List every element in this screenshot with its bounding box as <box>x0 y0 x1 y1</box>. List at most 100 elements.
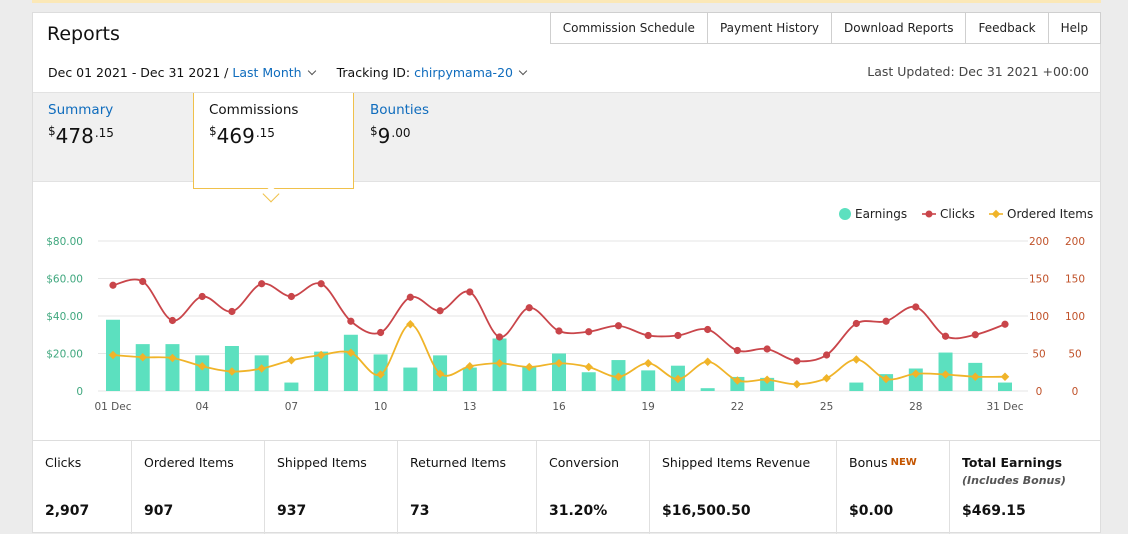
stats-row: Clicks 2,907 Ordered Items 907 Shipped I… <box>33 440 1100 534</box>
ordered-items-point <box>1000 372 1010 381</box>
clicks-point <box>912 303 920 311</box>
report-filters: Dec 01 2021 - Dec 31 2021 / Last Month T… <box>48 65 528 80</box>
clicks-point <box>882 317 890 325</box>
ordered-items-point <box>911 369 921 378</box>
reports-panel: Reports Commission Schedule Payment Hist… <box>32 12 1101 534</box>
clicks-point <box>852 319 860 328</box>
clicks-point <box>793 357 801 365</box>
clicks-point <box>971 331 979 339</box>
clicks-line <box>112 278 1006 363</box>
earnings-bar <box>998 382 1012 391</box>
summary-tab-bounties[interactable]: Bounties $9.00 <box>355 93 516 187</box>
earnings-bar <box>165 344 180 391</box>
clicks-point <box>168 316 177 325</box>
clicks-point <box>941 332 950 340</box>
summary-tab-commissions[interactable]: Commissions $469.15 <box>193 93 354 189</box>
y-right-tick-label: 100 <box>1029 311 1049 323</box>
tab-help[interactable]: Help <box>1047 12 1101 44</box>
ordered-items-point <box>703 357 712 366</box>
x-tick-label: 22 <box>731 401 744 413</box>
summary-amount: $478.15 <box>48 124 114 148</box>
legend-clicks-marker <box>925 210 933 218</box>
page-title: Reports <box>47 23 120 45</box>
tracking-id-dropdown[interactable]: chirpymama-20 <box>414 65 513 80</box>
x-tick-label: 01 Dec <box>94 401 131 413</box>
clicks-point <box>733 346 742 355</box>
ordered-items-point <box>941 370 950 379</box>
clicks-point <box>525 304 533 312</box>
ordered-items-point <box>227 367 237 376</box>
x-tick-label: 16 <box>552 401 566 413</box>
ordered-items-point <box>197 362 207 371</box>
clicks-point <box>495 333 504 341</box>
y-left-tick-label: $40.00 <box>46 311 83 323</box>
y-right-tick-label: 0 <box>1036 386 1043 398</box>
legend-ordered-label: Ordered Items <box>1007 207 1093 221</box>
stat-ordered-items: Ordered Items 907 <box>132 441 265 534</box>
clicks-point <box>228 307 236 316</box>
stat-shipped-revenue: Shipped Items Revenue $16,500.50 <box>650 441 837 534</box>
tab-download-reports[interactable]: Download Reports <box>830 12 967 44</box>
tab-feedback[interactable]: Feedback <box>965 12 1049 44</box>
clicks-point <box>614 322 623 330</box>
date-range: Dec 01 2021 - Dec 31 2021 <box>48 65 221 80</box>
ordered-items-point <box>614 372 623 381</box>
ordered-items-point <box>525 362 534 372</box>
ordered-items-point <box>971 372 980 381</box>
ordered-items-point <box>733 376 742 385</box>
clicks-point <box>1001 320 1009 328</box>
new-badge: NEW <box>890 457 917 468</box>
stat-returned-items: Returned Items 73 <box>398 441 537 534</box>
tracking-label: Tracking ID: <box>336 65 411 80</box>
ordered-items-point <box>643 359 653 368</box>
clicks-point <box>198 292 206 301</box>
earnings-bar <box>195 355 210 391</box>
legend-clicks-label: Clicks <box>940 207 975 221</box>
y-right-tick-label: 150 <box>1029 274 1049 286</box>
y-right-tick-label: 200 <box>1029 236 1049 248</box>
summary-tabs: Summary $478.15 Commissions $469.15 Boun… <box>33 92 1100 189</box>
clicks-point <box>763 345 771 353</box>
earnings-bar <box>581 372 596 391</box>
ordered-items-point <box>435 369 445 378</box>
x-tick-label: 28 <box>909 401 922 413</box>
y-right-tick-label: 50 <box>1032 349 1045 361</box>
earnings-bar <box>343 334 358 391</box>
legend-ordered-marker <box>991 209 1001 219</box>
clicks-point <box>436 307 444 315</box>
ordered-items-point <box>108 350 118 360</box>
summary-tab-label: Commissions <box>209 102 299 118</box>
earnings-bar <box>760 377 775 391</box>
ordered-items-point <box>584 362 593 372</box>
x-tick-label: 25 <box>820 401 833 413</box>
clicks-point <box>644 331 652 340</box>
y-right-tick-label: 200 <box>1065 236 1085 248</box>
legend-earnings-label: Earnings <box>855 207 907 221</box>
period-dropdown[interactable]: Last Month <box>232 65 302 80</box>
stat-shipped-items: Shipped Items 937 <box>265 441 398 534</box>
clicks-point <box>823 351 831 359</box>
summary-tab-label: Bounties <box>370 102 430 118</box>
clicks-point <box>287 292 295 301</box>
bounties-amount: $9.00 <box>370 124 411 148</box>
y-right-tick-label: 50 <box>1068 349 1081 361</box>
y-right-tick-label: 100 <box>1065 311 1085 323</box>
ordered-items-point <box>287 356 296 365</box>
summary-tab-label: Summary <box>48 102 114 118</box>
ordered-items-point <box>881 374 891 384</box>
stat-conversion: Conversion 31.20% <box>537 441 650 534</box>
earnings-bar <box>135 344 150 391</box>
ordered-items-point <box>376 370 385 379</box>
earnings-bar <box>641 370 656 391</box>
summary-tab-summary[interactable]: Summary $478.15 <box>33 93 194 187</box>
ordered-items-point <box>316 350 326 360</box>
x-tick-label: 07 <box>285 401 298 413</box>
last-updated: Last Updated: Dec 31 2021 +00:00 <box>867 64 1089 79</box>
clicks-point <box>258 280 266 288</box>
stat-total-earnings: Total Earnings (Includes Bonus) $469.15 <box>962 455 1066 519</box>
clicks-point <box>704 325 712 334</box>
clicks-point <box>466 288 474 296</box>
clicks-point <box>674 331 682 340</box>
clicks-point <box>317 280 325 288</box>
ordered-items-point <box>168 353 177 363</box>
